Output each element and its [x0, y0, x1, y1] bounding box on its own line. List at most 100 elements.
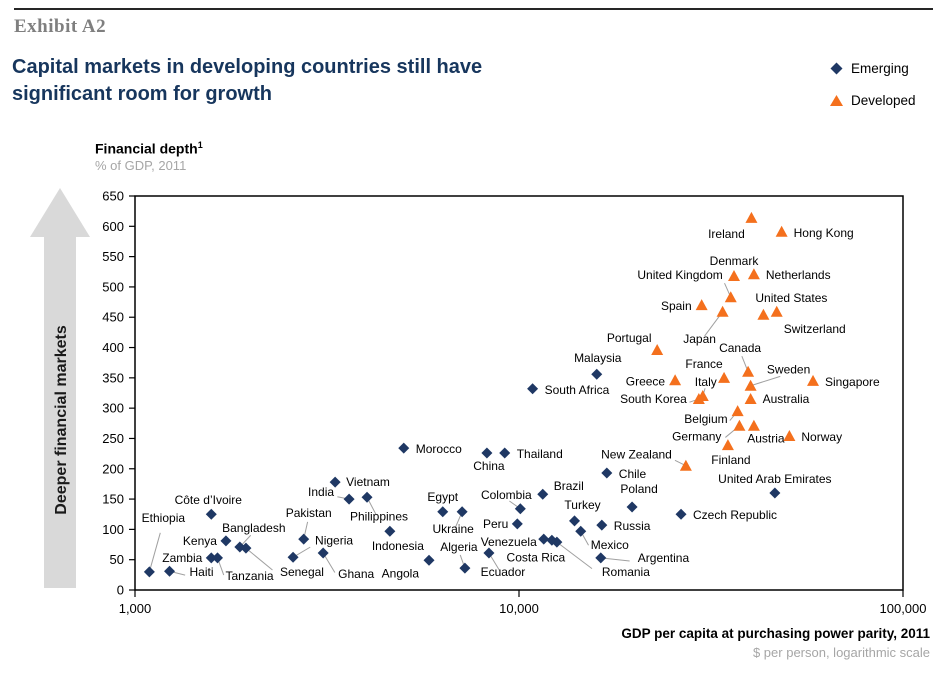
label-c-te-d-ivoire: Côte d’Ivoire [175, 493, 243, 507]
point-mexico [575, 525, 587, 537]
label-south-africa: South Africa [545, 383, 610, 397]
label-netherlands: Netherlands [766, 268, 831, 282]
label-poland: Poland [620, 482, 657, 496]
point-ethiopia [143, 566, 155, 578]
point-ireland [745, 211, 758, 223]
x-tick-label: 100,000 [880, 601, 927, 616]
leader-line-sweden [750, 375, 781, 387]
point-egypt [437, 506, 449, 518]
label-sweden: Sweden [767, 363, 810, 377]
point-senegal [240, 542, 252, 554]
title-line-1: Capital markets in developing countries … [12, 56, 483, 78]
point-ghana [317, 547, 329, 559]
label-haiti: Haiti [190, 565, 214, 579]
label-hong-kong: Hong Kong [794, 226, 854, 240]
point-finland [721, 439, 734, 451]
point-chile [601, 467, 613, 479]
point-philippines [361, 491, 373, 503]
point-morocco [398, 442, 410, 454]
point-singapore [807, 374, 820, 386]
label-chile: Chile [619, 467, 647, 481]
label-zambia: Zambia [162, 551, 202, 565]
deeper-markets-arrow [30, 188, 90, 588]
point-greece [669, 374, 682, 386]
point-c-te-d-ivoire [205, 508, 217, 520]
y-tick-label: 0 [117, 583, 124, 598]
label-costa-rica: Costa Rica [507, 550, 566, 564]
label-ukraine: Ukraine [432, 522, 474, 536]
label-russia: Russia [614, 519, 651, 533]
label-nigeria: Nigeria [315, 533, 353, 547]
y-tick-label: 250 [102, 431, 124, 446]
label-south-korea: South Korea [620, 392, 687, 406]
point-hong-kong [775, 225, 788, 237]
point-switzerland [770, 305, 783, 317]
point-france [718, 371, 731, 383]
label-czech-republic: Czech Republic [693, 508, 777, 522]
point-ukraine [456, 506, 468, 518]
point-norway [783, 430, 796, 442]
point-russia [596, 519, 608, 531]
label-india: India [308, 485, 334, 499]
label-ireland: Ireland [708, 227, 745, 241]
legend-label-developed: Developed [851, 92, 916, 108]
point-canada [742, 365, 755, 377]
label-ethiopia: Ethiopia [142, 511, 186, 525]
point-romania [551, 536, 563, 548]
point-kenya [220, 535, 232, 547]
point-sweden [744, 379, 757, 391]
x-tick-label: 1,000 [119, 601, 152, 616]
label-switzerland: Switzerland [784, 322, 846, 336]
label-angola: Angola [382, 566, 420, 580]
label-united-arab-emirates: United Arab Emirates [718, 472, 831, 486]
point-zambia [205, 552, 217, 564]
y-tick-label: 50 [110, 552, 124, 567]
point-south-korea [692, 393, 705, 405]
label-pakistan: Pakistan [286, 506, 332, 520]
point-netherlands [747, 268, 760, 280]
point-denmark [728, 270, 741, 282]
y-tick-label: 300 [102, 401, 124, 416]
label-thailand: Thailand [517, 447, 563, 461]
point-tanzania [212, 552, 224, 564]
label-vietnam: Vietnam [346, 475, 390, 489]
x-tick-label: 10,000 [499, 601, 539, 616]
footnote-marker: 1 [197, 140, 203, 150]
label-norway: Norway [801, 430, 842, 444]
point-czech-republic [675, 508, 687, 520]
label-denmark: Denmark [710, 254, 760, 268]
y-tick-label: 600 [102, 219, 124, 234]
point-india [343, 493, 355, 505]
label-germany: Germany [672, 430, 721, 444]
page-title: Capital markets in developing countries … [12, 54, 482, 108]
y-axis-title-text: Financial depth [95, 140, 198, 157]
label-france: France [685, 357, 723, 371]
label-singapore: Singapore [825, 375, 880, 389]
point-thailand [499, 447, 511, 459]
y-tick-label: 400 [102, 340, 124, 355]
point-united-arab-emirates [769, 487, 781, 499]
label-canada: Canada [719, 341, 761, 355]
label-malaysia: Malaysia [574, 351, 622, 365]
point-austria [747, 419, 760, 431]
point-peru [511, 518, 523, 530]
label-new-zealand: New Zealand [601, 448, 672, 462]
label-tanzania: Tanzania [226, 569, 274, 583]
label-argentina: Argentina [638, 551, 690, 565]
label-italy: Italy [695, 375, 717, 389]
exhibit-label: Exhibit A2 [14, 16, 107, 37]
title-line-2: significant room for growth [12, 83, 272, 105]
y-axis-title: Financial depth1 [95, 140, 203, 157]
label-china: China [473, 459, 505, 473]
legend-item-developed: Developed [830, 90, 916, 110]
point-argentina [595, 552, 607, 564]
label-portugal: Portugal [607, 331, 652, 345]
arrow-caption: Deeper financial markets [53, 325, 70, 515]
label-egypt: Egypt [427, 490, 458, 504]
label-kenya: Kenya [183, 534, 217, 548]
point-turkey [569, 515, 581, 527]
label-indonesia: Indonesia [372, 539, 424, 553]
legend-item-emerging: Emerging [830, 58, 916, 78]
x-axis-subtitle: $ per person, logarithmic scale [752, 645, 930, 660]
